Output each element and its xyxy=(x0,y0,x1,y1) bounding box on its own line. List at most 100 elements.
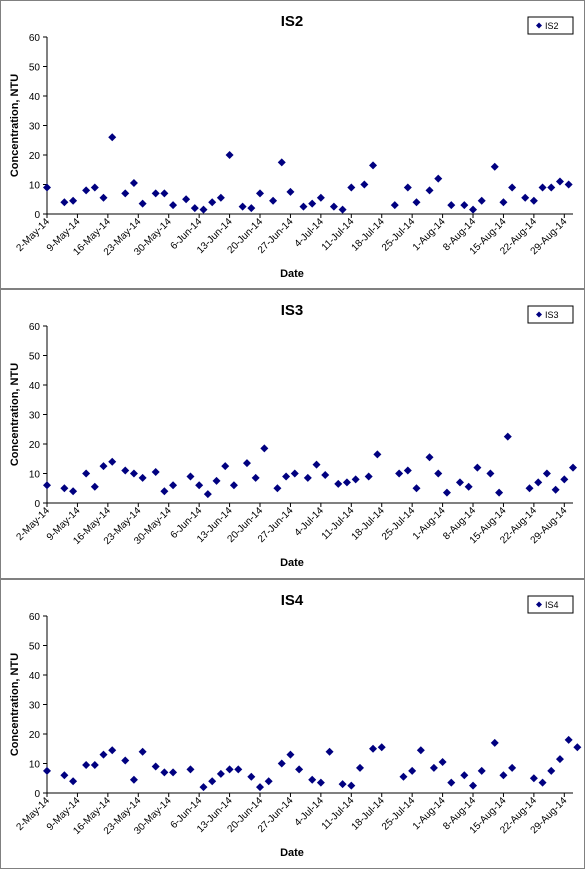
data-point xyxy=(234,765,243,774)
y-tick-label: 0 xyxy=(34,499,40,510)
data-point xyxy=(442,488,451,497)
data-point xyxy=(369,744,378,753)
legend-box xyxy=(527,595,574,614)
data-point xyxy=(277,158,286,167)
data-point xyxy=(138,199,147,208)
data-point xyxy=(464,482,473,491)
data-point xyxy=(412,198,421,207)
data-point xyxy=(90,482,99,491)
data-point xyxy=(199,205,208,214)
x-axis-label: Date xyxy=(280,268,304,280)
data-point xyxy=(229,481,238,490)
y-tick-label: 30 xyxy=(29,701,41,712)
data-point xyxy=(560,475,569,484)
data-point xyxy=(521,193,530,202)
data-point xyxy=(325,747,334,756)
data-point xyxy=(360,180,369,189)
data-point xyxy=(395,469,404,478)
data-point xyxy=(290,469,299,478)
x-tick-label: 25-Jul-14 xyxy=(380,505,418,543)
legend-box xyxy=(527,16,574,35)
series-is4 xyxy=(43,735,582,792)
data-point xyxy=(269,196,278,205)
data-point xyxy=(469,781,478,790)
data-point xyxy=(225,765,234,774)
y-tick-label: 50 xyxy=(29,642,41,653)
y-tick-label: 60 xyxy=(29,612,41,623)
data-point xyxy=(260,444,269,453)
y-axis-label: Concentration, NTU xyxy=(9,653,21,756)
data-point xyxy=(447,201,456,210)
data-point xyxy=(82,186,91,195)
x-tick-label: 25-Jul-14 xyxy=(380,216,418,254)
data-point xyxy=(538,183,547,192)
chart-panel-is3: IS3 0 10 20 30 40 50 60 2-May-14 9-May-14 16-May-1… xyxy=(0,289,585,579)
series-is2 xyxy=(43,133,573,214)
chart-title: IS2 xyxy=(281,13,304,30)
data-point xyxy=(216,193,225,202)
data-point xyxy=(256,189,265,198)
data-point xyxy=(316,193,325,202)
data-point xyxy=(529,774,538,783)
data-point xyxy=(286,187,295,196)
data-point xyxy=(195,481,204,490)
data-point xyxy=(208,198,217,207)
data-point xyxy=(469,205,478,214)
data-point xyxy=(82,469,91,478)
data-point xyxy=(277,759,286,768)
data-point xyxy=(542,469,551,478)
legend-box xyxy=(527,305,574,324)
data-point xyxy=(321,470,330,479)
y-tick-label: 20 xyxy=(29,440,41,451)
data-point xyxy=(425,453,434,462)
chart-svg-is4: IS401020304050602-May-149-May-1416-May-1… xyxy=(9,592,582,859)
data-point xyxy=(160,487,169,496)
data-point xyxy=(347,183,356,192)
data-point xyxy=(129,179,138,188)
legend: IS3 xyxy=(527,305,574,324)
data-point xyxy=(169,201,178,210)
data-point xyxy=(121,189,130,198)
data-point xyxy=(499,771,508,780)
data-point xyxy=(273,484,282,493)
data-point xyxy=(108,457,117,466)
data-point xyxy=(369,161,378,170)
data-point xyxy=(99,750,108,759)
data-point xyxy=(338,780,347,789)
data-point xyxy=(555,755,564,764)
data-point xyxy=(534,478,543,487)
y-tick-label: 10 xyxy=(29,181,41,192)
data-point xyxy=(508,183,517,192)
chart-panel-is2: IS2 0 10 20 30 40 50 60 2-May-14 9-May-14 16-May-1… xyxy=(0,0,585,289)
data-point xyxy=(308,199,317,208)
data-point xyxy=(538,778,547,787)
data-point xyxy=(151,762,160,771)
data-point xyxy=(455,478,464,487)
data-point xyxy=(108,133,117,142)
data-point xyxy=(477,196,486,205)
y-tick-label: 0 xyxy=(34,789,40,800)
data-point xyxy=(377,743,386,752)
data-point xyxy=(403,466,412,475)
data-point xyxy=(225,151,234,159)
data-point xyxy=(434,174,443,183)
data-point xyxy=(286,750,295,759)
data-point xyxy=(529,196,538,205)
data-point xyxy=(186,472,195,481)
data-point xyxy=(203,490,212,499)
data-point xyxy=(547,183,556,192)
y-axis-label: Concentration, NTU xyxy=(9,74,21,177)
data-point xyxy=(221,462,230,471)
data-point xyxy=(338,205,347,214)
data-point xyxy=(129,469,138,478)
data-point xyxy=(508,763,517,772)
legend-marker xyxy=(536,22,542,29)
data-point xyxy=(399,772,408,781)
data-point xyxy=(99,193,108,202)
data-point xyxy=(547,766,556,775)
data-point xyxy=(569,463,577,472)
y-tick-label: 10 xyxy=(29,760,41,771)
data-point xyxy=(308,775,317,784)
data-point xyxy=(238,202,247,211)
data-point xyxy=(490,738,499,747)
